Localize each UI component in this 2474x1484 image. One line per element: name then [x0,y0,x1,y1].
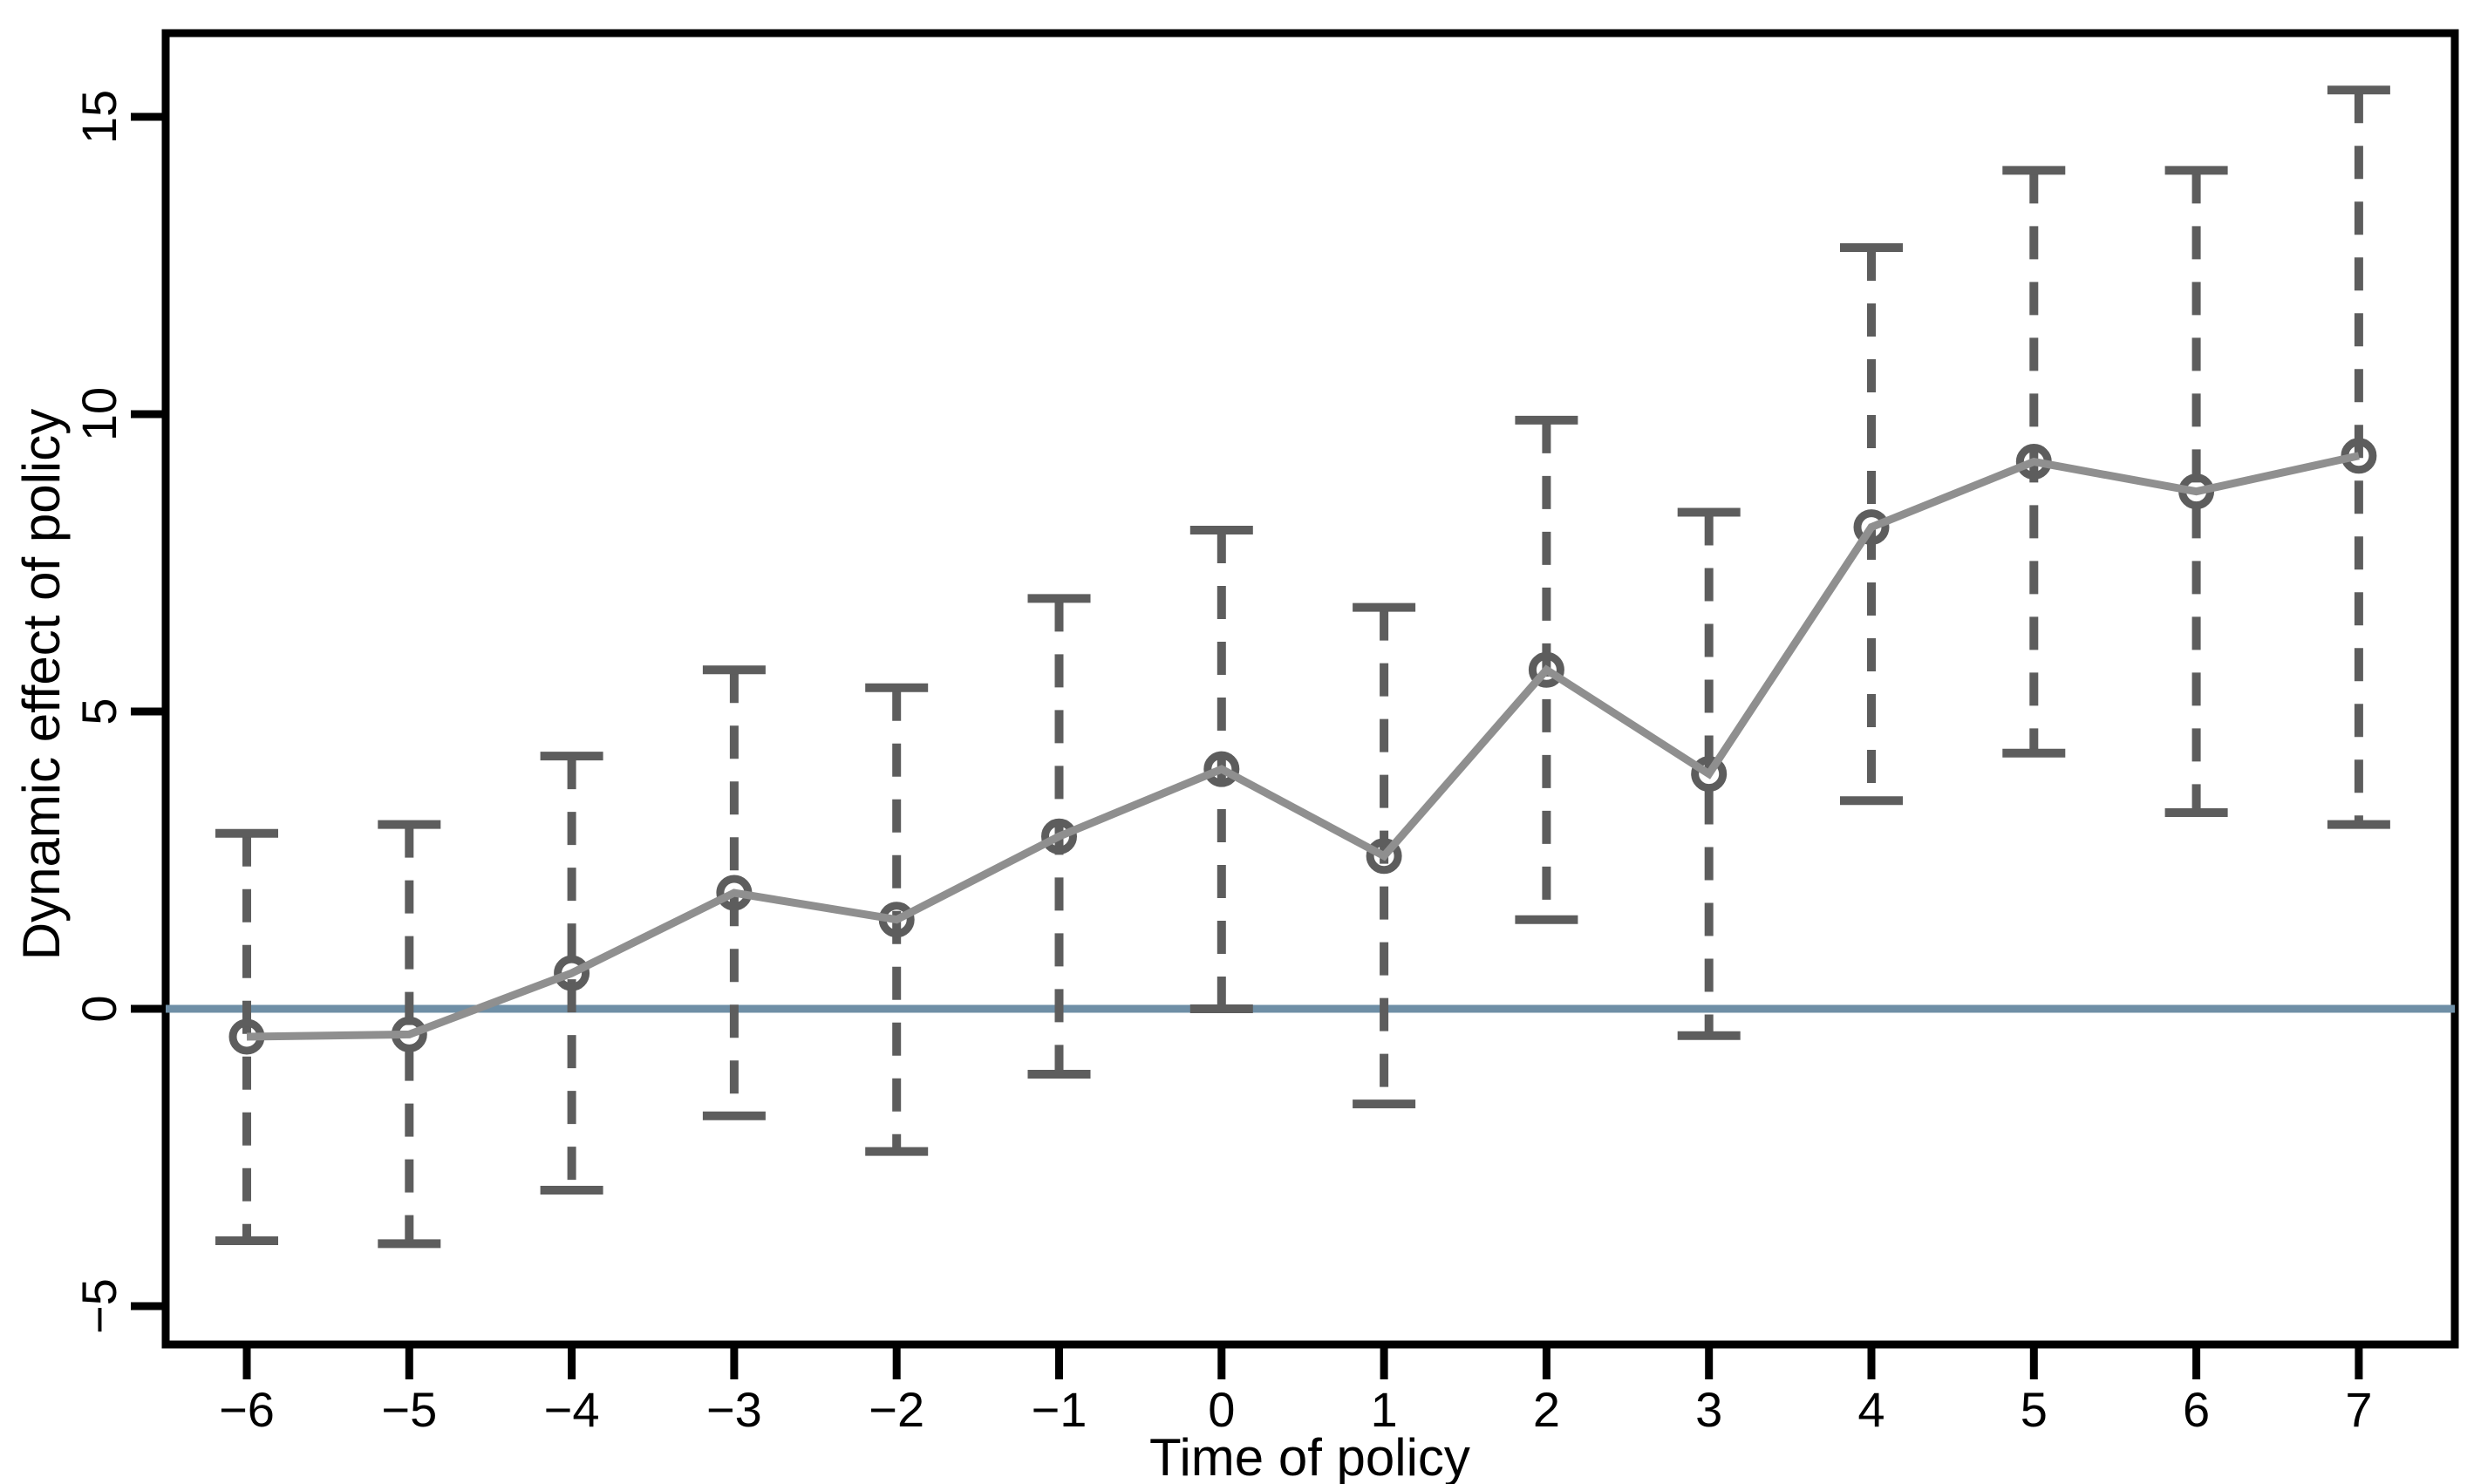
point-estimate-marker [1853,509,1890,546]
y-tick-label: 15 [72,90,126,144]
x-tick-label: 4 [1857,1382,1884,1437]
x-tick-label: 2 [1533,1382,1560,1437]
x-tick-label: 1 [1371,1382,1398,1437]
y-axis-ticks: −5 0 5 10 15 [72,90,166,1334]
x-axis-title: Time of policy [1149,1428,1470,1484]
x-tick-label: −4 [544,1382,600,1437]
x-tick-label: 3 [1695,1382,1722,1437]
y-tick-label: 10 [72,387,126,441]
point-estimate-marker [1691,756,1728,793]
x-tick-label: −1 [1032,1382,1087,1437]
x-tick-label: −3 [706,1382,762,1437]
plot-frame [161,29,2459,1349]
y-tick-label: −5 [72,1278,126,1334]
estimate-connect-line [246,452,2360,1041]
y-axis-title: Dynamic effect of policy [12,409,71,961]
point-estimate-marker [1528,651,1564,688]
y-tick-label: 0 [72,995,126,1022]
point-estimate-marker [1041,818,1077,854]
x-axis-ticks: −6 −5 −4 −3 −2 −1 0 1 2 3 4 5 6 7 [219,1344,2372,1437]
x-tick-label: 6 [2183,1382,2210,1437]
x-tick-label: −5 [381,1382,437,1437]
connect-line-layer [246,452,2360,1041]
x-tick-label: 5 [2021,1382,2048,1437]
x-tick-label: 0 [1208,1382,1235,1437]
point-estimate-marker [1203,751,1240,787]
x-tick-label: 7 [2345,1382,2372,1437]
y-tick-label: 5 [72,698,126,725]
x-tick-label: −6 [219,1382,275,1437]
point-estimate-marker [1366,838,1402,875]
marker-layer [228,438,2377,1055]
point-estimate-marker [554,955,590,991]
x-tick-label: −2 [869,1382,924,1437]
